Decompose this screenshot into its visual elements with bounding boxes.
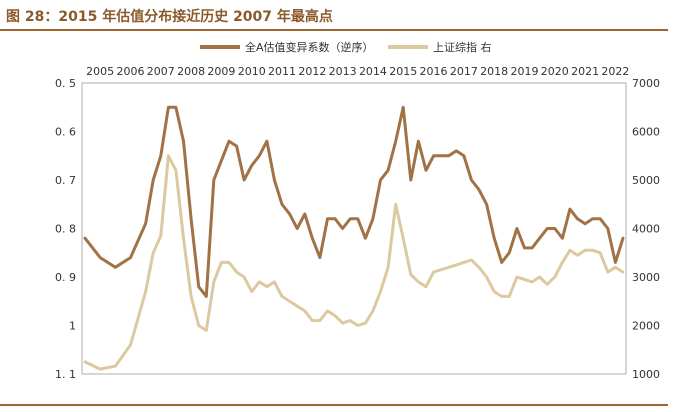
footer-rule <box>0 404 668 406</box>
y-right-tick-label: 6000 <box>632 126 660 139</box>
series-line-index <box>83 154 625 371</box>
x-tick-label: 2020 <box>541 65 569 78</box>
x-tick-label: 2022 <box>601 65 629 78</box>
x-tick-label: 2013 <box>329 65 357 78</box>
x-tick-label: 2005 <box>86 65 114 78</box>
y-left-tick-label: 1. 1 <box>55 368 76 381</box>
y-left-tick-label: 1 <box>69 320 76 333</box>
y-right-tick-label: 7000 <box>632 77 660 90</box>
x-tick-label: 2019 <box>510 65 538 78</box>
y-left-tick-label: 0. 8 <box>55 223 76 236</box>
x-tick-label: 2009 <box>207 65 235 78</box>
x-tick-label: 2021 <box>571 65 599 78</box>
y-left-tick-label: 0. 9 <box>55 271 76 284</box>
y-right-tick-label: 4000 <box>632 223 660 236</box>
y-left-tick-label: 0. 6 <box>55 126 76 139</box>
x-tick-label: 2015 <box>389 65 417 78</box>
legend-label-valuation: 全A估值变异系数（逆序） <box>245 40 374 54</box>
y-right-tick-label: 1000 <box>632 368 660 381</box>
title-rule <box>0 29 668 31</box>
y-right-tick-label: 5000 <box>632 174 660 187</box>
x-tick-label: 2014 <box>359 65 387 78</box>
plot-frame <box>81 82 627 375</box>
y-right-tick-label: 3000 <box>632 271 660 284</box>
x-axis: 2005 2006 2007 2008 2009 2010 2011 2012 2013 2014… <box>86 65 629 78</box>
figure-title: 图 28：2015 年估值分布接近历史 2007 年最高点 <box>6 9 333 25</box>
series-line-valuation <box>83 105 625 298</box>
y-left-tick-label: 0. 5 <box>55 77 76 90</box>
x-tick-label: 2010 <box>238 65 266 78</box>
y-left-tick-label: 0. 7 <box>55 174 76 187</box>
y-axis-right: 7000 6000 5000 4000 3000 2000 1000 <box>632 77 660 381</box>
x-tick-label: 2017 <box>450 65 478 78</box>
x-tick-label: 2016 <box>420 65 448 78</box>
y-axis-left: 0. 5 0. 6 0. 7 0. 8 0. 9 1 1. 1 <box>55 77 76 381</box>
x-tick-label: 2011 <box>268 65 296 78</box>
x-tick-label: 2018 <box>480 65 508 78</box>
legend: 全A估值变异系数（逆序） 上证综指 右 <box>200 40 492 54</box>
x-tick-label: 2012 <box>298 65 326 78</box>
x-tick-label: 2008 <box>177 65 205 78</box>
series-layer <box>83 105 625 371</box>
x-tick-label: 2007 <box>147 65 175 78</box>
legend-label-index: 上证综指 右 <box>433 40 492 54</box>
x-tick-label: 2006 <box>116 65 144 78</box>
y-right-tick-label: 2000 <box>632 320 660 333</box>
